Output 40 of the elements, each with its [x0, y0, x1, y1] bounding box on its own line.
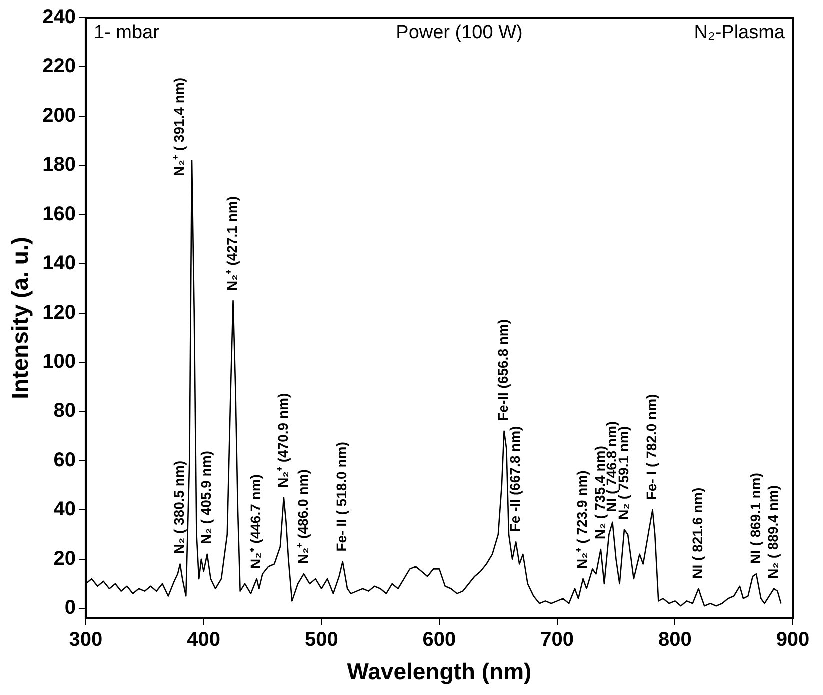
y-tick-label: 220 [42, 56, 76, 78]
annotation: N₂⁺ (486.0 nm) [294, 470, 311, 564]
y-tick-label: 140 [42, 252, 76, 275]
annotation: Fe -II (667.8 nm) [506, 426, 523, 532]
y-tick-label: 240 [42, 6, 76, 29]
y-tick-label: 180 [42, 154, 76, 176]
annotation: N₂⁺ (470.9 nm) [274, 393, 291, 488]
annotation: N₂ ( 380.5 nm) [171, 460, 188, 554]
x-tick-label: 900 [776, 628, 810, 651]
x-axis-title: Wavelength (nm) [347, 658, 532, 685]
y-tick-label: 20 [54, 548, 76, 570]
annotation: N₂ ( 405.9 nm) [198, 451, 214, 544]
annotation: N₂⁺ ( 723.9 nm) [574, 470, 590, 570]
y-tick-label: 40 [54, 498, 76, 521]
x-tick-label: 800 [658, 628, 692, 651]
annotation: Fe-II (656.8 nm) [495, 319, 512, 422]
annotation: NI ( 869.1 nm) [747, 473, 764, 564]
x-tick-label: 500 [304, 628, 338, 651]
annotation: NI ( 821.6 nm) [690, 488, 706, 579]
y-tick-label: 0 [64, 597, 76, 620]
x-tick-label: 700 [540, 628, 574, 651]
x-tick-label: 300 [69, 628, 103, 651]
annotation: Fe- I ( 782.0 nm) [644, 394, 660, 500]
annotation: 1- mbar [94, 22, 160, 44]
y-tick-label: 80 [54, 400, 76, 422]
y-tick-label: 120 [42, 302, 76, 324]
annotation: N₂-Plasma [694, 22, 786, 44]
y-axis-title: Intensity (a. u.) [7, 237, 34, 400]
x-tick-label: 400 [187, 628, 220, 651]
annotation: N₂ ( 889.4 nm) [765, 486, 782, 579]
y-tick-label: 100 [42, 351, 76, 374]
annotation: N₂⁺ (427.1 nm) [224, 196, 240, 291]
annotation: N₂⁺ (446.7 nm) [248, 474, 264, 570]
y-tick-label: 60 [54, 449, 76, 472]
y-tick-label: 160 [42, 203, 76, 226]
annotation: Power (100 W) [396, 22, 523, 44]
y-tick-label: 200 [42, 104, 76, 127]
annotation: Fe- II ( 518.0 nm) [334, 442, 350, 552]
annotation: N₂⁺ ( 391.4 nm) [170, 78, 187, 176]
x-tick-label: 600 [422, 628, 456, 651]
